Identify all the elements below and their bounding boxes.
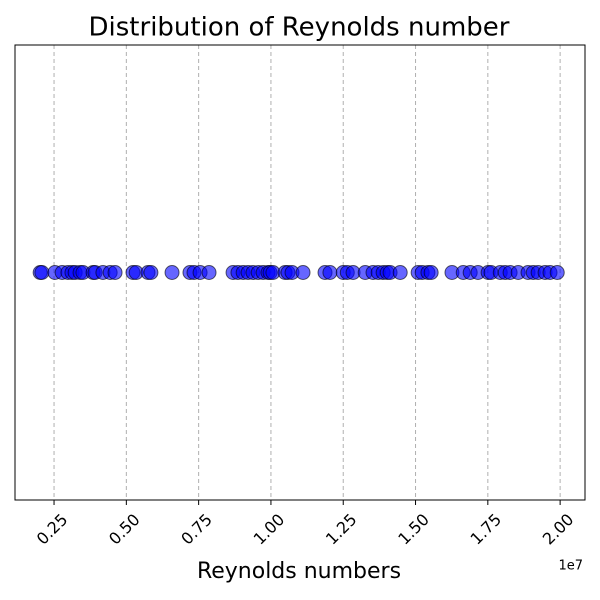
point <box>201 265 217 280</box>
x-axis-label: Reynolds numbers <box>197 559 401 584</box>
x-tick-label: 1.75 <box>467 510 506 549</box>
point <box>295 265 311 280</box>
point <box>322 265 338 280</box>
point <box>143 265 159 280</box>
x-tick-label: 0.50 <box>105 510 144 549</box>
x-offset-label: 1e7 <box>558 559 583 574</box>
point <box>392 265 408 280</box>
x-tick-label: 1.50 <box>394 510 433 549</box>
chart-title: Distribution of Reynolds number <box>89 13 510 43</box>
point <box>164 265 180 280</box>
point <box>549 265 565 280</box>
point <box>34 265 50 280</box>
point <box>107 265 123 280</box>
x-tick-label: 1.25 <box>322 510 361 549</box>
plot-frame <box>14 44 586 501</box>
point <box>423 265 439 280</box>
x-tick-label: 0.25 <box>33 510 72 549</box>
x-tick-label: 0.75 <box>177 510 216 549</box>
x-tick-label: 1.00 <box>250 510 289 549</box>
x-tick-label: 2.00 <box>539 510 578 549</box>
